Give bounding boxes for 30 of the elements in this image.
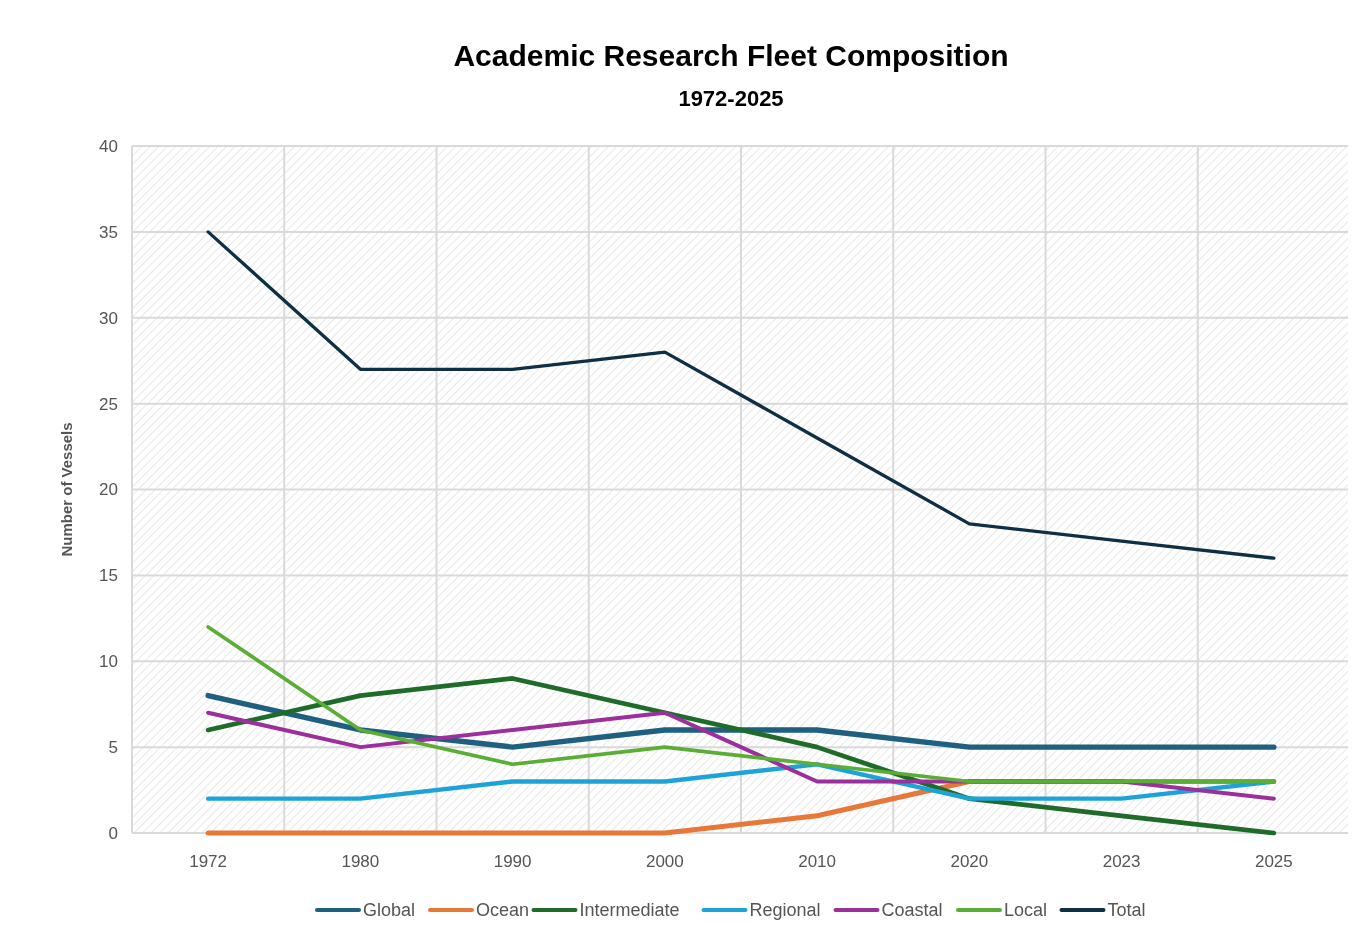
x-tick-label: 2023 bbox=[1102, 852, 1141, 871]
x-tick-label: 2000 bbox=[645, 852, 684, 871]
y-tick-label: 10 bbox=[99, 652, 118, 672]
line-series bbox=[205, 676, 1277, 836]
y-tick-label: 20 bbox=[99, 480, 118, 500]
legend-label: Ocean bbox=[476, 900, 530, 921]
x-tick-label: 1980 bbox=[341, 852, 380, 871]
y-tick-label: 30 bbox=[99, 308, 118, 328]
legend-label: Global bbox=[363, 900, 416, 921]
y-tick-label: 40 bbox=[99, 136, 118, 156]
x-tick-label: 2010 bbox=[798, 852, 837, 871]
x-tick-label: 2025 bbox=[1254, 852, 1293, 871]
y-tick-label: 35 bbox=[99, 222, 118, 242]
y-tick-label: 5 bbox=[108, 738, 118, 758]
legend-label: Regional bbox=[749, 900, 821, 921]
legend-label: Local bbox=[1004, 900, 1048, 921]
legend-label: Intermediate bbox=[579, 900, 680, 921]
y-tick-label: 25 bbox=[99, 394, 118, 414]
line-series bbox=[206, 230, 1276, 560]
chart-subtitle: 1972-2025 bbox=[678, 86, 784, 111]
y-tick-label: 15 bbox=[99, 566, 118, 586]
y-tick-label: 0 bbox=[108, 823, 118, 843]
x-tick-label: 1990 bbox=[493, 852, 532, 871]
x-tick-label: 2020 bbox=[950, 852, 989, 871]
chart-title: Academic Research Fleet Composition bbox=[453, 39, 1009, 72]
legend-label: Total bbox=[1107, 900, 1146, 921]
line-series bbox=[206, 625, 1276, 784]
legend-label: Coastal bbox=[881, 900, 943, 921]
x-tick-label: 1972 bbox=[189, 852, 228, 871]
y-axis-title: Number of Vessels bbox=[58, 422, 75, 557]
